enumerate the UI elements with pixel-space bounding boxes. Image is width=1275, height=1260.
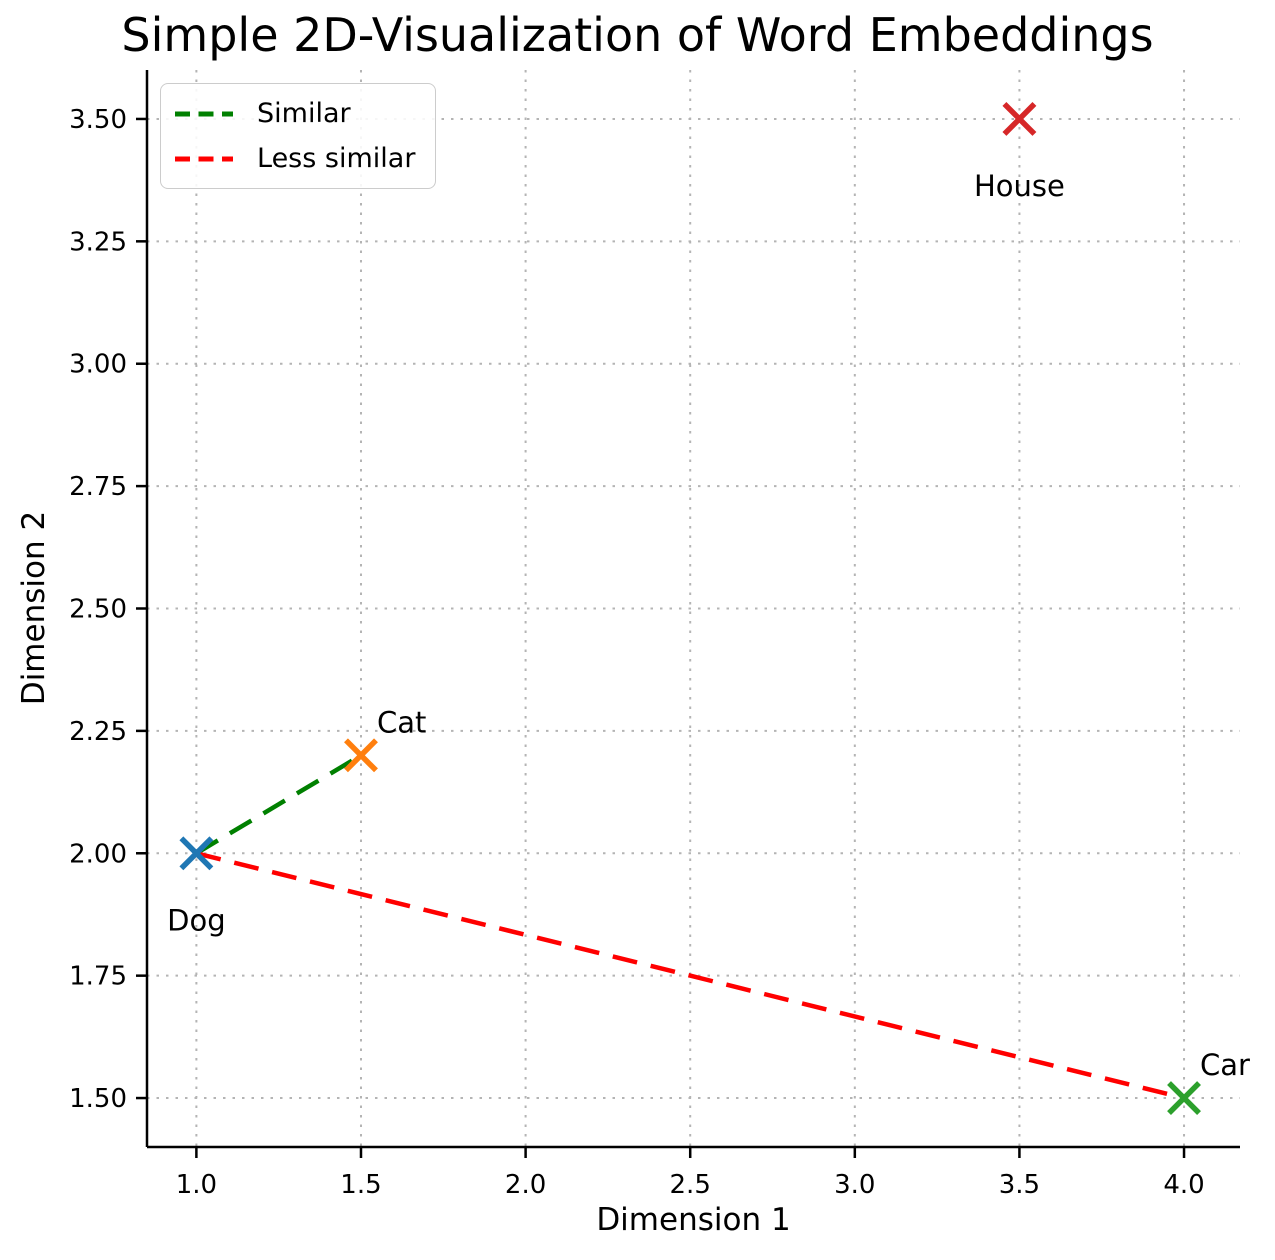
marker-stroke [344, 738, 378, 773]
y-tick-label: 1.75 [69, 962, 127, 992]
line-less-similar [195, 851, 1185, 1101]
point-labels: Dog Cat House Car [167, 169, 1250, 1082]
axis-ticks [136, 117, 1186, 1158]
data-markers [179, 102, 1201, 1115]
x-tick-label: 4.0 [1163, 1170, 1204, 1200]
y-tick-label: 3.00 [69, 350, 127, 380]
marker-dog [179, 836, 214, 871]
x-tick-label: 2.5 [670, 1170, 711, 1200]
marker-cat [344, 738, 378, 773]
y-tick-label: 2.50 [69, 595, 127, 625]
marker-house [1002, 102, 1037, 136]
point-label-dog: Dog [167, 903, 225, 937]
chart-title: Simple 2D-Visualization of Word Embeddin… [121, 8, 1154, 62]
point-label-house: House [974, 169, 1065, 203]
legend-box: Similar Less similar [160, 83, 437, 189]
y-tick-label: 2.00 [69, 839, 127, 869]
y-tick-label: 3.50 [69, 105, 127, 135]
x-tick-label: 1.0 [176, 1170, 217, 1200]
point-label-cat: Cat [377, 705, 426, 739]
marker-stroke [1002, 102, 1037, 136]
legend-item-similar: Similar [175, 98, 415, 129]
y-axis-label: Dimension 2 [16, 510, 52, 706]
x-axis-label: Dimension 1 [596, 1202, 791, 1238]
gridlines [147, 70, 1240, 1147]
similarity-lines [195, 753, 1185, 1101]
legend-label: Similar [257, 98, 351, 129]
y-tick-label: 1.50 [69, 1084, 127, 1114]
y-tick-label: 3.25 [69, 227, 127, 257]
x-tick-label: 3.5 [999, 1170, 1040, 1200]
x-tick-label: 1.5 [340, 1170, 381, 1200]
legend-item-less-similar: Less similar [175, 143, 415, 174]
line-similar [195, 753, 363, 856]
legend-label: Less similar [257, 143, 416, 174]
point-label-car: Car [1200, 1048, 1250, 1082]
axis-tick-labels: 1.0 1.5 2.0 2.5 3.0 3.5 4.0 1.50 1.75 2.00 2.25 2.5… [69, 105, 1205, 1200]
x-tick-label: 2.0 [505, 1170, 546, 1200]
legend-line-sample [175, 156, 233, 161]
x-tick-label: 3.0 [834, 1170, 875, 1200]
y-tick-label: 2.75 [69, 472, 127, 502]
marker-stroke [1167, 1081, 1201, 1115]
marker-stroke [179, 836, 214, 871]
legend-line-sample [175, 111, 233, 116]
y-tick-label: 2.25 [69, 717, 127, 747]
marker-car [1167, 1081, 1201, 1115]
